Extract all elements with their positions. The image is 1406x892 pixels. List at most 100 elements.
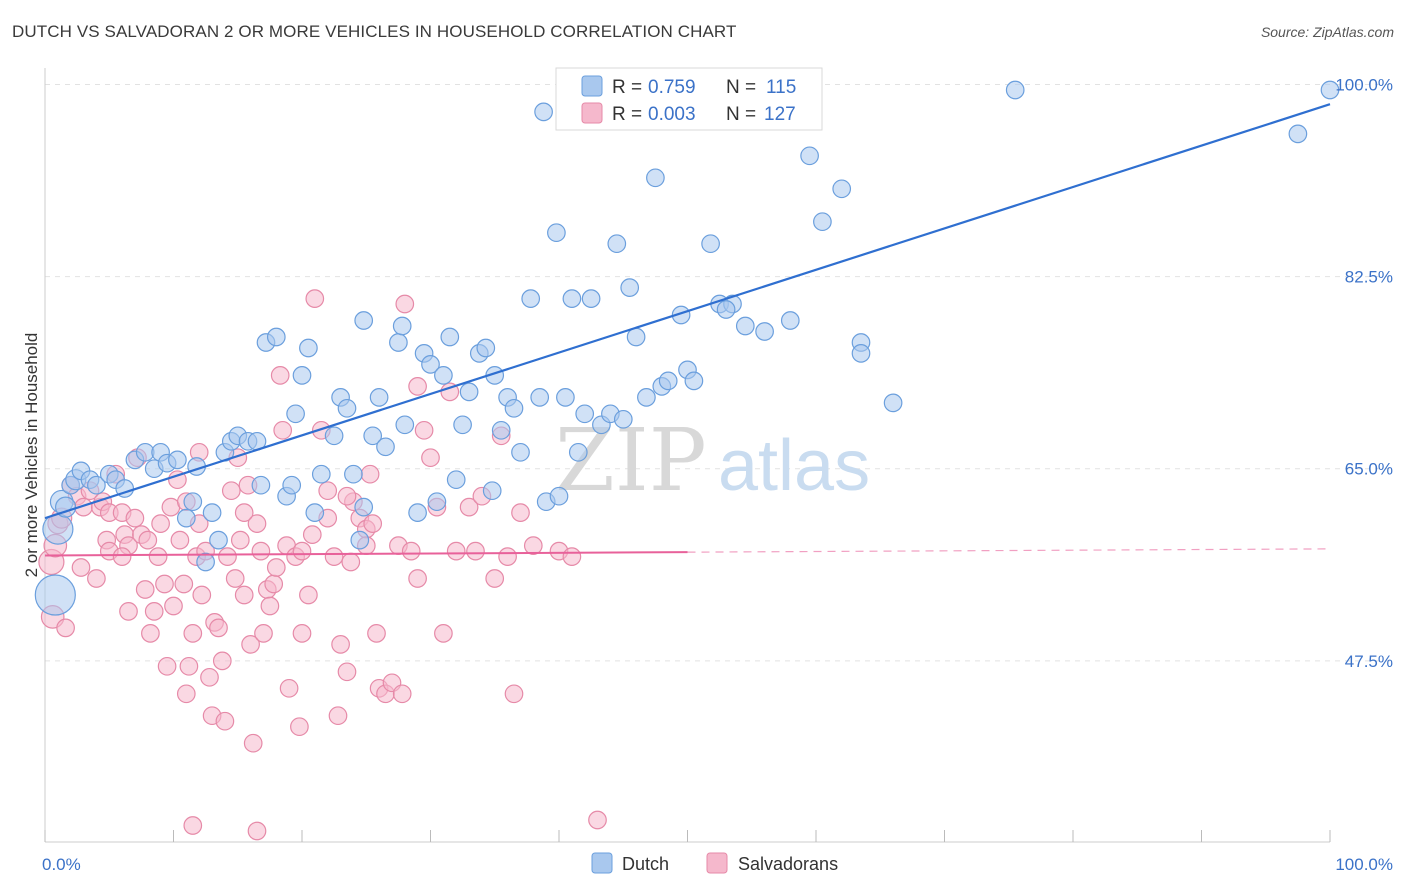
salvadoran-point-118 xyxy=(292,624,312,643)
dutch-point-48 xyxy=(376,437,395,457)
salvadoran-point-122 xyxy=(247,821,267,841)
dutch-point-0 xyxy=(34,574,76,616)
salvadoran-point-44 xyxy=(200,667,219,687)
dutch-point-54 xyxy=(421,355,440,374)
salvadoran-point-74 xyxy=(302,525,322,544)
legend-n-salv: 127 xyxy=(764,104,796,125)
salvadoran-point-24 xyxy=(135,580,155,599)
dutch-point-75 xyxy=(556,388,575,407)
dutch-point-18 xyxy=(176,508,196,528)
dutch-point-78 xyxy=(575,404,595,424)
trend-lines xyxy=(44,103,1331,557)
dutch-point-74 xyxy=(549,486,569,506)
salvadoran-point-52 xyxy=(225,569,245,588)
salvadoran-point-30 xyxy=(155,574,174,594)
salvadoran-point-75 xyxy=(305,289,325,308)
dutch-point-46 xyxy=(363,426,383,446)
salvadoran-point-102 xyxy=(446,541,466,561)
dutch-point-63 xyxy=(482,481,502,501)
y-tick-label-1: 65.0% xyxy=(1345,460,1393,479)
bottom-legend-swatch-salv xyxy=(706,852,728,874)
dutch-point-68 xyxy=(511,442,530,462)
dutch-point-36 xyxy=(299,338,318,358)
salvadoran-point-65 xyxy=(266,558,286,577)
salvadoran-point-38 xyxy=(179,656,199,676)
salvadoran-point-54 xyxy=(230,530,250,550)
dutch-point-70 xyxy=(530,388,550,407)
dutch-point-39 xyxy=(324,426,344,446)
salvadoran-point-66 xyxy=(270,366,290,385)
dutch-point-92 xyxy=(684,371,704,391)
dutch-point-34 xyxy=(286,404,305,424)
dutch-point-22 xyxy=(202,503,222,522)
salvadoran-point-50 xyxy=(218,547,237,566)
salvadoran-trend-line-dashed xyxy=(687,548,1331,553)
dutch-point-85 xyxy=(626,327,646,347)
salvadoran-point-39 xyxy=(183,624,203,643)
dutch-point-84 xyxy=(620,278,640,297)
salvadoran-point-27 xyxy=(144,602,164,621)
dutch-point-89 xyxy=(658,371,678,391)
salvadoran-point-64 xyxy=(264,574,284,594)
dutch-point-103 xyxy=(832,179,852,199)
legend-n-dutch: 115 xyxy=(766,77,796,98)
axes xyxy=(44,68,1331,843)
dutch-point-35 xyxy=(292,366,312,385)
salvadoran-point-71 xyxy=(290,717,309,737)
dutch-point-33 xyxy=(282,475,302,495)
legend-r-salv: 0.003 xyxy=(648,104,696,125)
salvadoran-point-20 xyxy=(119,602,138,621)
salvadoran-point-34 xyxy=(168,470,187,490)
salvadoran-point-29 xyxy=(151,514,170,533)
salvadoran-point-11 xyxy=(87,569,106,588)
dutch-point-52 xyxy=(408,503,427,522)
dutch-point-59 xyxy=(453,415,472,435)
salvadoran-point-31 xyxy=(157,656,177,676)
salvadoran-point-47 xyxy=(209,618,228,638)
salvadoran-point-119 xyxy=(337,486,357,506)
salvadoran-point-86 xyxy=(360,464,380,484)
dutch-point-41 xyxy=(337,398,357,418)
bottom-legend: Dutch Salvadorans xyxy=(591,852,838,874)
salvadoran-point-96 xyxy=(408,377,427,396)
dutch-point-42 xyxy=(344,464,363,484)
y-tick-label-0: 47.5% xyxy=(1345,652,1393,671)
x-tick-label-1: 100.0% xyxy=(1335,855,1393,874)
dutch-trend-line xyxy=(44,103,1331,520)
dutch-point-109 xyxy=(1288,124,1308,144)
salvadoran-point-37 xyxy=(176,684,196,704)
dutch-point-1 xyxy=(42,513,74,545)
bottom-legend-salv: Salvadorans xyxy=(738,854,838,874)
dutch-point-86 xyxy=(637,388,656,407)
chart-title: DUTCH VS SALVADORAN 2 OR MORE VEHICLES I… xyxy=(12,22,737,41)
salvadoran-point-60 xyxy=(251,541,271,561)
salvadoran-point-109 xyxy=(504,684,524,704)
salvadoran-point-8 xyxy=(71,558,91,577)
salvadoran-trend-line xyxy=(44,551,688,557)
salvadoran-point-95 xyxy=(401,541,421,561)
dutch-point-62 xyxy=(476,338,496,358)
dutch-point-82 xyxy=(607,234,627,254)
salvadoran-point-28 xyxy=(148,547,168,566)
dutch-point-50 xyxy=(392,316,412,336)
salvadoran-point-115 xyxy=(112,547,132,566)
dutch-point-37 xyxy=(305,503,325,522)
salvadoran-point-79 xyxy=(328,706,348,726)
dutch-point-97 xyxy=(735,316,755,336)
dutch-point-87 xyxy=(646,168,665,188)
salvadoran-point-49 xyxy=(215,711,235,731)
dutch-point-38 xyxy=(311,464,331,484)
bottom-legend-dutch: Dutch xyxy=(622,854,669,874)
salvadoran-point-21 xyxy=(125,508,145,528)
dutch-point-69 xyxy=(521,289,541,308)
salvadoran-point-104 xyxy=(466,541,485,561)
legend-n-label-salv: N = xyxy=(726,104,756,125)
top-legend: R = 0.759 N = 115 R = 0.003 N = 127 xyxy=(555,67,823,131)
dutch-point-96 xyxy=(716,300,736,319)
salvadoran-point-111 xyxy=(523,536,543,555)
salvadoran-point-25 xyxy=(138,530,158,550)
dutch-point-105 xyxy=(851,344,871,363)
dutch-point-51 xyxy=(395,415,415,435)
salvadoran-point-26 xyxy=(141,624,160,643)
